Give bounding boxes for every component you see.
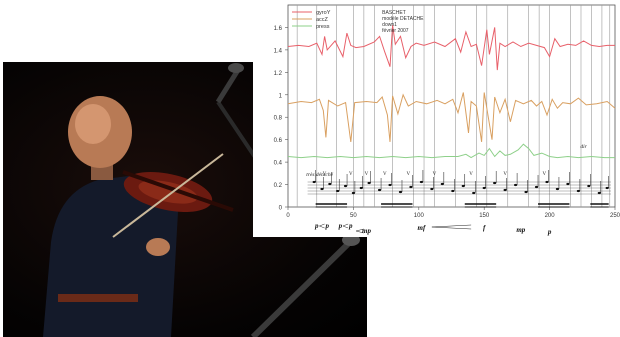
bow-mark-8: V (543, 172, 547, 177)
legend-label-press: press (316, 24, 330, 30)
note-head-22 (524, 190, 528, 194)
info-line-3: février 2007 (382, 28, 409, 34)
note-head-5 (351, 191, 355, 195)
bow-mark-4: V (407, 172, 411, 177)
bow-mark-2: V (365, 172, 369, 177)
legend-label-accZ: accZ (316, 17, 329, 23)
note-head-27 (576, 189, 580, 193)
x-tick-label-0: 0 (286, 213, 290, 219)
note-head-12 (419, 180, 424, 184)
y-tick-label-0: 0 (279, 206, 283, 212)
series-line-accZ (287, 92, 616, 142)
y-tick-label-8: 1.6 (274, 26, 283, 32)
note-head-29 (597, 191, 601, 195)
note-head-24 (545, 180, 549, 184)
plot-frame (287, 4, 616, 208)
y-tick-label-5: 1 (279, 93, 283, 99)
bow-mark-3: V (383, 172, 387, 177)
note-head-16 (461, 184, 465, 188)
x-tick-label-4: 200 (545, 213, 556, 219)
violinist-illustration (43, 63, 360, 337)
y-tick-label-7: 1.4 (274, 48, 283, 54)
dynamic-7: mp (516, 226, 525, 234)
sensor-chart: 00.20.40.60.811.21.41.6 0 50 100 150 200 250 … (274, 4, 620, 236)
note-head-7 (367, 181, 371, 185)
dynamic-0: p (314, 222, 319, 230)
note-head-15 (451, 189, 455, 193)
beat-lines (296, 5, 611, 207)
note-head-21 (513, 183, 518, 187)
note-head-23 (534, 185, 539, 189)
note-head-0 (312, 180, 316, 184)
note-head-10 (398, 190, 403, 194)
x-tick-label-5: 250 (610, 213, 620, 219)
y-tick-label-6: 1.2 (274, 71, 283, 77)
series-line-gyroY (287, 25, 615, 71)
dynamic-4: mp (362, 227, 371, 235)
note-head-19 (493, 181, 497, 185)
info-line-1: modèle DETACHE (382, 16, 424, 22)
bow-mark-9: dir (580, 144, 587, 150)
note-head-4 (343, 184, 348, 188)
dynamic-2: p (338, 222, 343, 230)
note-head-25 (555, 187, 560, 191)
note-head-1 (320, 187, 324, 191)
y-axis-ticks: 0 0.2 0.4 0.6 0.8 1 1.2 1.4 1.6 (274, 26, 288, 212)
note-head-3 (336, 189, 340, 193)
y-tick-label-1: 0.2 (274, 183, 283, 189)
dynamic-3: p (348, 222, 353, 230)
note-head-9 (388, 183, 392, 187)
note-head-13 (430, 187, 434, 191)
hairpin-1 (342, 223, 349, 229)
note-head-8 (377, 188, 382, 192)
x-tick-label-3: 150 (479, 213, 490, 219)
x-axis-ticks: 0 50 100 150 200 250 (286, 207, 620, 219)
info-line-0: BASCHET (382, 10, 406, 16)
note-head-14 (440, 182, 444, 186)
hairpin-2 (355, 228, 364, 234)
dynamic-5: mf (418, 224, 426, 232)
y-tick-label-4: 0.8 (274, 116, 283, 122)
series-lines (287, 25, 616, 159)
dynamic-8: p (547, 228, 552, 236)
note-head-30 (605, 186, 609, 190)
note-head-17 (472, 191, 476, 195)
hairpin-3 (431, 224, 472, 230)
note-head-28 (587, 184, 591, 188)
note-head-6 (359, 186, 363, 190)
note-head-2 (328, 182, 332, 186)
bow-mark-5: V (433, 172, 437, 177)
bow-mark-7: V (503, 172, 507, 177)
legend-label-gyroY: gyroY (316, 10, 331, 16)
plot-border (287, 4, 616, 208)
x-tick-label-2: 100 (414, 213, 425, 219)
chart-panel: 0 0.2 0.4 0.6 0.8 1 1.2 1.4 1.6 0 50 100 150 200 250 … (253, 0, 620, 237)
note-head-18 (482, 186, 486, 190)
hairpin-0 (318, 223, 325, 229)
note-head-20 (503, 188, 507, 192)
dynamic-1: p (324, 222, 329, 230)
y-tick-label-2: 0.4 (274, 161, 283, 167)
score-expression: très détaché (306, 172, 333, 178)
note-head-11 (409, 185, 413, 189)
bow-mark-6: V (469, 172, 473, 177)
series-line-press (287, 143, 615, 159)
bow-mark-1: V (349, 172, 353, 177)
note-head-26 (566, 182, 570, 186)
y-tick-label-3: 0.6 (274, 138, 283, 144)
dynamic-6: f (483, 224, 486, 232)
x-tick-label-1: 50 (350, 213, 357, 219)
bow-mark-0: V (323, 172, 327, 177)
info-line-2: down1 (382, 22, 397, 28)
